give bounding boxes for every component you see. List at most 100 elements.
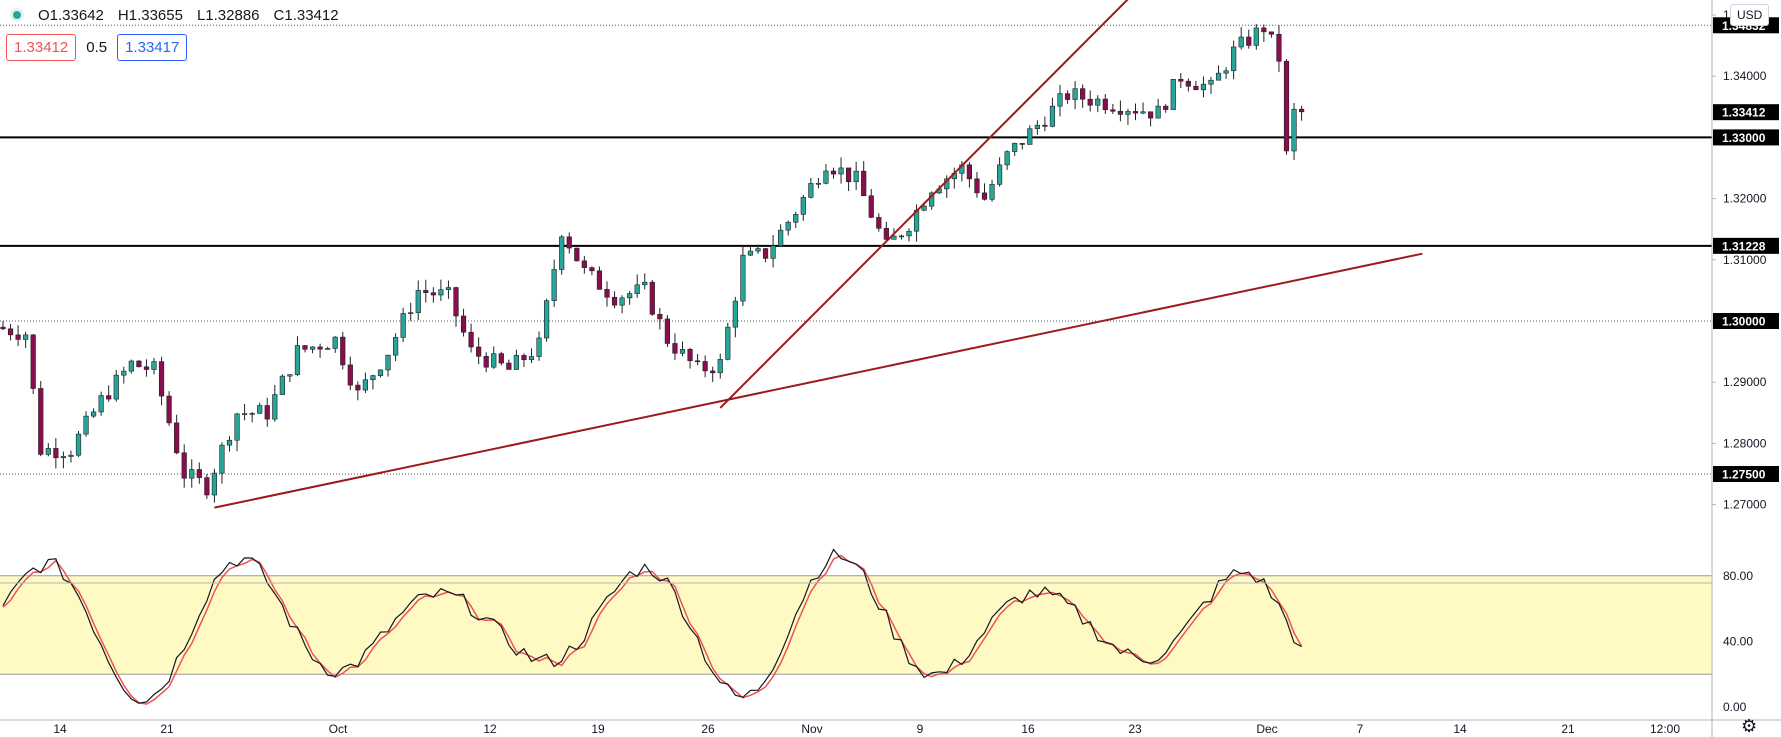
candle-body — [725, 326, 731, 360]
candle-body — [468, 331, 474, 348]
candle-body — [1299, 108, 1305, 113]
candle-body — [657, 314, 663, 320]
currency-button[interactable]: USD — [1730, 4, 1770, 26]
buy-button[interactable]: 1.33417 — [117, 34, 188, 61]
candle-body — [430, 292, 436, 296]
time-tick-label: 26 — [701, 722, 715, 736]
price-label: 1.31228 — [1722, 239, 1766, 253]
trendline-1 — [719, 0, 1129, 409]
candle-body — [906, 230, 912, 237]
time-tick-label: Dec — [1256, 722, 1277, 736]
candle-body — [30, 334, 36, 389]
candle-body — [362, 379, 369, 391]
candle-body — [506, 362, 512, 370]
price-label: 1.27500 — [1722, 468, 1766, 482]
candle-body — [1057, 93, 1063, 107]
candle-body — [7, 328, 14, 336]
candle-body — [174, 422, 180, 454]
candle-body — [476, 346, 482, 357]
gear-icon[interactable]: ⚙ — [1741, 716, 1758, 736]
candle-body — [158, 361, 165, 397]
candle-body — [75, 433, 82, 456]
candle-body — [611, 296, 618, 306]
candle-body — [325, 348, 331, 350]
time-tick-label: 21 — [160, 722, 174, 736]
candle-body — [1087, 98, 1093, 106]
candle-body — [385, 354, 391, 371]
ohlc-legend: O1.33642 H1.33655 L1.32886 C1.33412 — [0, 0, 347, 30]
candle-body — [966, 164, 972, 180]
trendlines — [214, 0, 1423, 509]
candle-body — [1125, 111, 1131, 115]
candle-body — [1253, 27, 1259, 46]
candle-body — [204, 477, 210, 496]
time-tick-label: 16 — [1021, 722, 1035, 736]
candle-body — [309, 346, 316, 350]
candle-body — [1072, 88, 1078, 100]
candle-body — [861, 170, 867, 197]
candle-body — [747, 250, 754, 256]
price-label: 1.33000 — [1722, 131, 1766, 145]
candle-body — [604, 289, 610, 298]
candles — [0, 24, 1305, 503]
price-tick-label: 1.27000 — [1723, 498, 1767, 512]
candle-body — [740, 254, 746, 302]
candle-body — [1095, 98, 1101, 106]
candle-body — [521, 355, 527, 361]
candle-body — [543, 300, 550, 339]
candle-body — [1185, 80, 1191, 87]
candle-body — [15, 334, 21, 340]
candle-body — [136, 360, 142, 368]
stochastic-pane: 0.00 40.00 80.00 — [0, 548, 1753, 714]
stoch-d-line — [2, 554, 1303, 705]
time-tick-label: 19 — [591, 722, 605, 736]
price-tick-label: 1.31000 — [1723, 253, 1767, 267]
candle-body — [762, 248, 769, 259]
candle-body — [566, 236, 572, 249]
candle-body — [793, 214, 799, 223]
candle-body — [392, 337, 399, 356]
candle-body — [45, 448, 51, 455]
candle-body — [143, 366, 150, 370]
sell-button[interactable]: 1.33412 — [6, 34, 77, 61]
candle-body — [634, 284, 640, 294]
close-value: C1.33412 — [273, 6, 339, 24]
candle-body — [128, 360, 134, 372]
candle-body — [642, 281, 648, 286]
high-value: H1.33655 — [117, 6, 183, 24]
candle-body — [1102, 98, 1108, 111]
stoch-tick-label: 0.00 — [1723, 700, 1747, 714]
candle-body — [287, 374, 293, 377]
low-value: L1.32886 — [196, 6, 260, 24]
candle-body — [151, 361, 157, 370]
price-tick-label: 1.28000 — [1723, 436, 1767, 450]
candle-body — [1283, 60, 1290, 152]
candle-body — [68, 454, 74, 457]
time-tick-label: 7 — [1357, 722, 1364, 736]
candle-body — [868, 195, 874, 218]
candle-body — [770, 245, 776, 259]
candle-body — [460, 315, 467, 333]
time-tick-label: 23 — [1128, 722, 1142, 736]
stoch-tick-label: 40.00 — [1723, 634, 1753, 648]
horizontal-lines — [0, 24, 1712, 475]
candle-body — [498, 353, 504, 364]
candle-body — [1163, 105, 1169, 110]
candle-body — [272, 394, 278, 420]
candle-body — [687, 349, 693, 362]
candle-body — [1064, 93, 1071, 100]
candle-body — [702, 361, 708, 372]
candle-body — [317, 346, 323, 350]
candle-body — [302, 345, 308, 350]
candle-body — [1200, 83, 1207, 91]
candle-body — [196, 469, 202, 478]
time-axis: 14 21 Oct 12 19 26 Nov 9 16 23 Dec 7 14 21 12:00 — [53, 722, 1680, 736]
candle-body — [279, 375, 285, 395]
time-tick-label: 21 — [1561, 722, 1575, 736]
candle-body — [60, 456, 66, 459]
spread-value: 0.5 — [86, 39, 108, 56]
candle-body — [1246, 36, 1252, 46]
candle-body — [38, 388, 44, 455]
candle-body — [898, 235, 905, 238]
